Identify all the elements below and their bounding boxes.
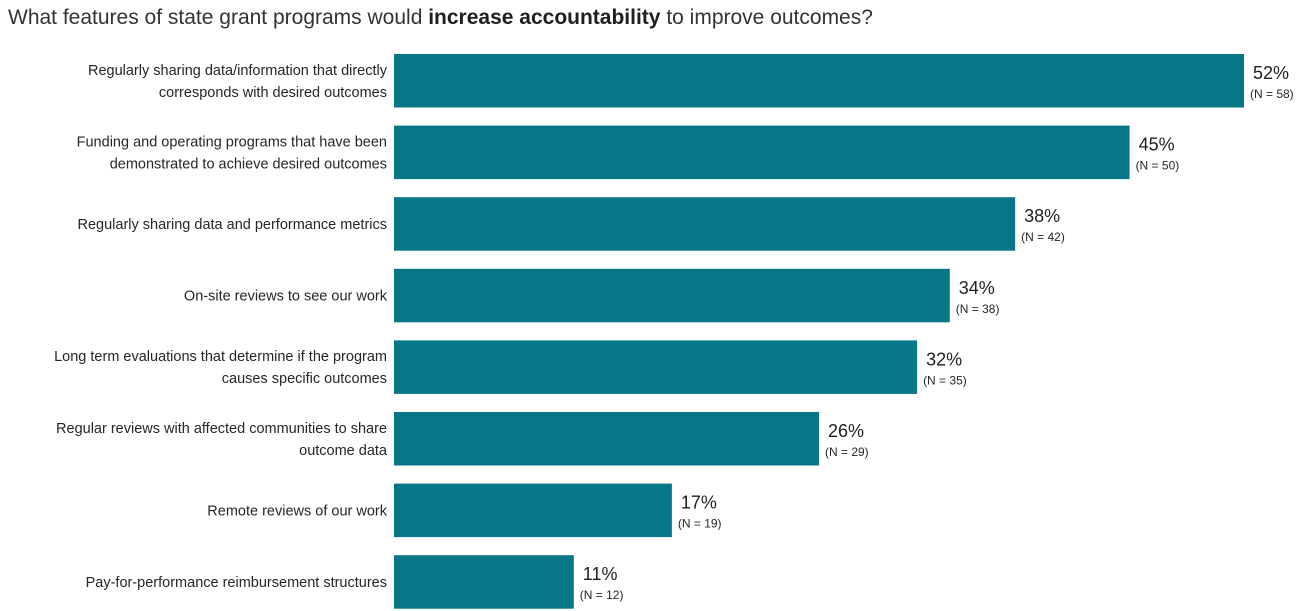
bar-8 <box>394 555 574 609</box>
n-label-7: (N = 19) <box>678 517 722 531</box>
n-label-8: (N = 12) <box>580 588 624 602</box>
category-label-3: Regularly sharing data and performance m… <box>78 217 387 233</box>
category-label-8: Pay-for-performance reimbursement struct… <box>86 575 387 591</box>
value-label-2: 45% <box>1139 135 1175 155</box>
value-label-1: 52% <box>1253 63 1289 83</box>
bar-6 <box>394 412 819 466</box>
value-label-7: 17% <box>681 493 717 513</box>
bar-5 <box>394 340 918 394</box>
bar-4 <box>394 268 950 323</box>
category-label-6-line-1: Regular reviews with affected communitie… <box>56 421 387 437</box>
bar-2 <box>394 125 1130 180</box>
category-label-1-line-1: Regularly sharing data/information that … <box>88 63 388 79</box>
n-label-3: (N = 42) <box>1021 230 1065 244</box>
title-emphasis: increase accountability <box>428 6 661 29</box>
value-label-5: 32% <box>926 349 962 369</box>
title-suffix: to improve outcomes? <box>660 6 873 29</box>
value-label-3: 38% <box>1024 206 1060 226</box>
value-label-8: 11% <box>583 564 618 584</box>
category-label-7: Remote reviews of our work <box>207 503 387 519</box>
n-label-2: (N = 50) <box>1136 159 1180 173</box>
value-label-4: 34% <box>959 278 995 298</box>
chart-title: What features of state grant programs wo… <box>8 6 873 30</box>
category-label-2-line-1: Funding and operating programs that have… <box>77 134 387 150</box>
category-label-2-line-2: demonstrated to achieve desired outcomes <box>110 156 387 172</box>
n-label-4: (N = 38) <box>956 302 1000 316</box>
value-label-6: 26% <box>828 421 864 441</box>
category-label-5-line-1: Long term evaluations that determine if … <box>54 349 387 365</box>
bar-3 <box>394 197 1016 251</box>
title-prefix: What features of state grant programs wo… <box>8 6 429 29</box>
n-label-5: (N = 35) <box>923 373 967 387</box>
category-label-4: On-site reviews to see our work <box>184 289 388 305</box>
category-label-5-line-2: causes specific outcomes <box>222 371 387 387</box>
bar-7 <box>394 483 672 538</box>
n-label-6: (N = 29) <box>825 445 869 459</box>
category-label-1-line-2: corresponds with desired outcomes <box>159 85 387 101</box>
bar-1 <box>394 54 1244 108</box>
n-label-1: (N = 58) <box>1250 87 1294 101</box>
category-label-6-line-2: outcome data <box>299 443 388 459</box>
